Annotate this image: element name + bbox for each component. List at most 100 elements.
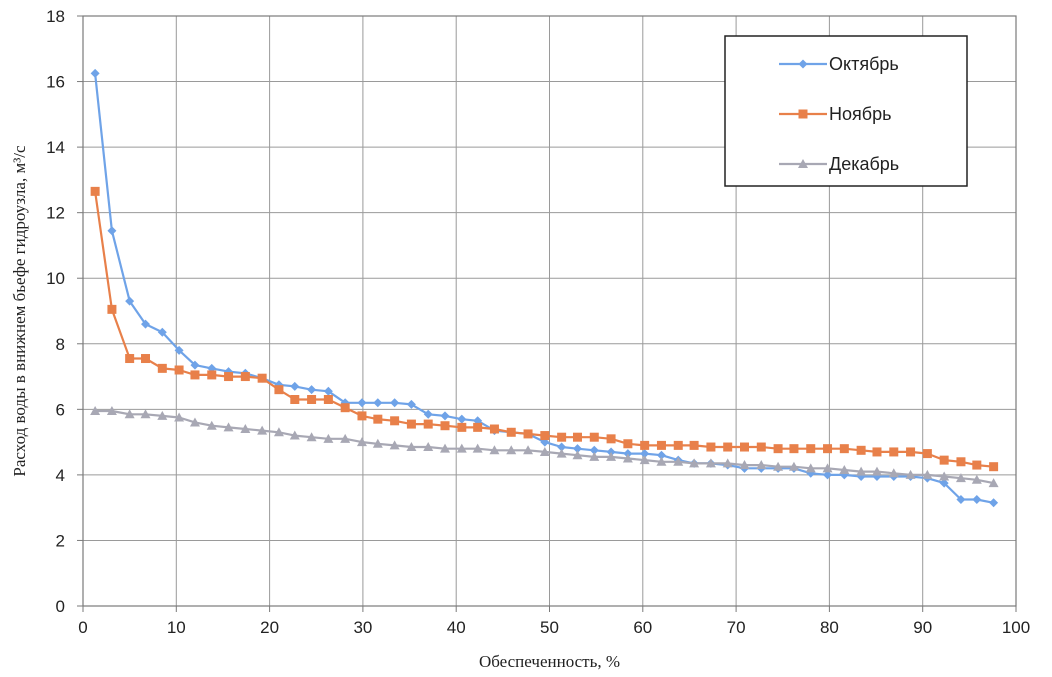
data-point — [107, 226, 117, 236]
data-point — [157, 363, 167, 373]
data-point — [523, 445, 534, 455]
x-tick-label: 20 — [260, 618, 279, 637]
data-point — [372, 438, 383, 448]
y-tick-label: 0 — [56, 597, 65, 616]
data-point — [689, 440, 699, 450]
data-point — [141, 354, 151, 364]
data-point — [971, 474, 982, 484]
data-point — [472, 443, 483, 453]
data-point — [888, 468, 899, 478]
data-point — [190, 360, 200, 370]
legend-item: Декабрь — [779, 154, 899, 174]
y-axis-title: Расход воды в внижнем бьефе гидроузла, м… — [10, 145, 29, 477]
data-point — [340, 433, 351, 443]
series-dekabr — [90, 405, 999, 488]
x-tick-label: 70 — [727, 618, 746, 637]
data-point — [240, 424, 251, 433]
data-point — [640, 449, 650, 459]
x-tick-label: 10 — [167, 618, 186, 637]
data-point — [506, 427, 516, 437]
data-point — [557, 432, 567, 442]
data-point — [872, 447, 882, 457]
data-point — [939, 455, 949, 465]
data-point — [623, 439, 633, 449]
data-point — [206, 420, 217, 430]
data-point — [340, 403, 350, 413]
data-point — [557, 442, 567, 452]
data-point — [440, 421, 450, 431]
data-point — [140, 409, 151, 419]
data-point — [389, 440, 400, 450]
data-point — [823, 470, 833, 480]
data-point — [822, 463, 833, 473]
data-point — [589, 432, 599, 442]
data-point — [773, 461, 784, 471]
data-point — [856, 445, 866, 455]
data-point — [473, 422, 483, 432]
data-point — [939, 478, 949, 488]
y-tick-label: 2 — [56, 531, 65, 550]
data-point — [972, 460, 982, 470]
data-point — [806, 444, 816, 454]
data-point — [273, 427, 284, 437]
data-point — [440, 411, 450, 421]
x-tick-label: 40 — [447, 618, 466, 637]
data-point — [640, 440, 650, 450]
data-point — [174, 412, 185, 422]
data-point — [174, 345, 184, 355]
data-point — [540, 431, 550, 441]
x-axis-title: Обеспеченность, % — [479, 652, 620, 671]
data-point — [124, 409, 135, 419]
data-point — [656, 440, 666, 450]
data-point — [656, 456, 667, 466]
data-point — [939, 471, 950, 481]
data-point — [988, 478, 999, 488]
data-point — [673, 440, 683, 450]
data-point — [756, 460, 767, 470]
data-point — [189, 417, 200, 427]
data-point — [756, 442, 766, 452]
data-point — [972, 494, 982, 504]
x-tick-label: 100 — [1002, 618, 1030, 637]
data-point — [606, 434, 616, 444]
series-layer — [90, 68, 999, 508]
data-point — [989, 462, 999, 472]
data-point — [788, 461, 799, 471]
data-point — [274, 385, 284, 395]
data-point — [423, 409, 433, 419]
data-point — [125, 354, 135, 364]
data-point — [390, 398, 400, 408]
x-axis-ticks: 0 10 20 30 40 50 60 70 80 90 100 — [78, 606, 1030, 637]
data-point — [307, 395, 317, 404]
data-point — [572, 432, 582, 442]
data-point — [306, 432, 317, 442]
data-point — [622, 453, 633, 463]
y-tick-label: 14 — [46, 138, 65, 157]
legend-label: Ноябрь — [829, 104, 891, 124]
y-tick-label: 8 — [56, 335, 65, 354]
data-point — [922, 449, 932, 459]
data-point — [373, 414, 383, 424]
y-tick-label: 6 — [56, 400, 65, 419]
data-point — [773, 444, 783, 454]
legend-swatch-marker — [798, 159, 808, 168]
data-point — [440, 443, 451, 453]
data-point — [423, 419, 433, 429]
data-point — [606, 451, 617, 461]
data-point — [406, 419, 416, 429]
y-axis-ticks: 0 2 4 6 8 10 12 14 16 18 — [46, 7, 83, 616]
data-point — [723, 442, 733, 452]
data-point — [323, 395, 333, 404]
data-point — [805, 463, 816, 473]
data-point — [289, 430, 300, 440]
data-point — [523, 429, 533, 439]
data-point — [406, 442, 417, 452]
data-point — [889, 447, 899, 457]
data-point — [589, 445, 599, 455]
data-point — [905, 469, 916, 479]
y-tick-label: 16 — [46, 73, 65, 92]
data-point — [572, 450, 583, 460]
data-point — [240, 372, 250, 382]
data-point — [856, 466, 867, 476]
